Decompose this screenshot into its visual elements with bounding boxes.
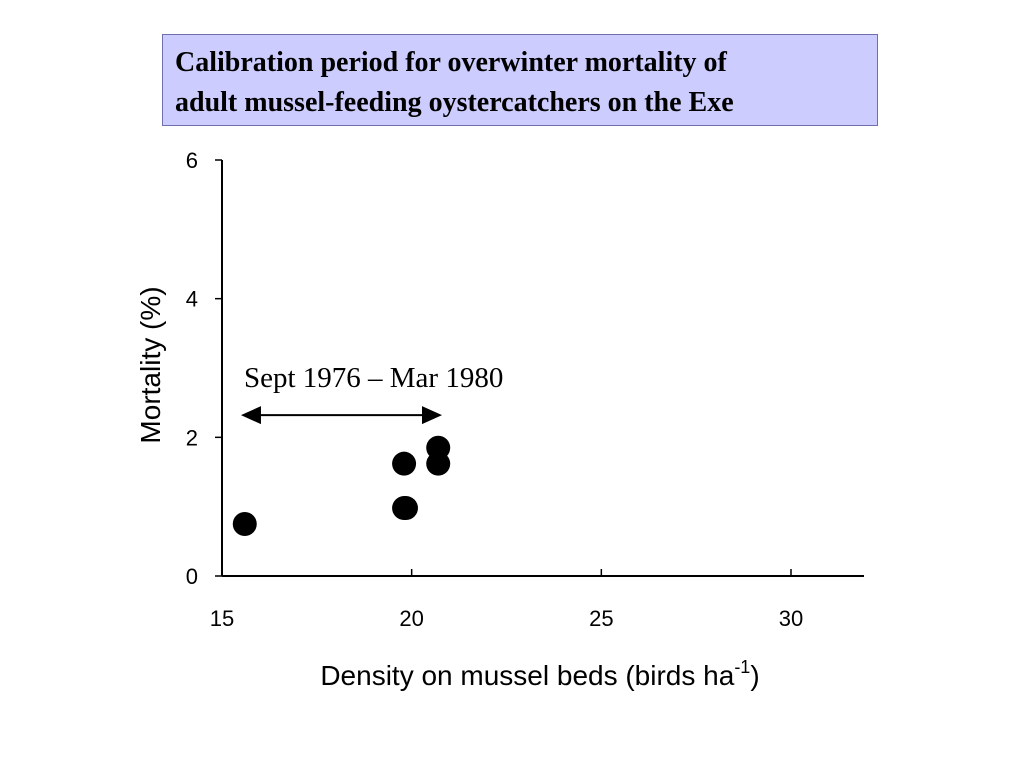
period-arrow-head-right <box>422 406 443 425</box>
y-tick-label: 0 <box>186 564 198 589</box>
period-annotation-label: Sept 1976 – Mar 1980 <box>244 362 503 394</box>
y-tick-label: 4 <box>186 287 198 312</box>
x-tick-label: 15 <box>210 606 234 631</box>
data-point <box>392 451 417 476</box>
x-axis-title-main: Density on mussel beds (birds ha <box>320 660 734 691</box>
y-tick-label: 6 <box>186 148 198 173</box>
chart-title-line-2: adult mussel-feeding oystercatchers on t… <box>175 87 734 118</box>
x-axis-title: Density on mussel beds (birds ha-1) <box>320 657 759 691</box>
chart-title-line-1: Calibration period for overwinter mortal… <box>175 47 727 78</box>
x-tick-label: 30 <box>779 606 803 631</box>
data-point <box>232 512 257 536</box>
data-points <box>232 435 451 536</box>
annotation: Sept 1976 – Mar 1980 <box>240 362 503 425</box>
data-point <box>393 496 418 521</box>
axes: 15 20 25 30 0 2 4 6 <box>186 148 864 631</box>
x-axis-title-suffix: ) <box>750 660 759 691</box>
y-tick-label: 2 <box>186 425 198 450</box>
x-axis-title-superscript: -1 <box>734 657 750 677</box>
period-arrow-head-left <box>240 406 261 425</box>
data-point <box>426 451 451 476</box>
x-tick-label: 20 <box>399 606 423 631</box>
x-tick-label: 25 <box>589 606 613 631</box>
y-axis-title: Mortality (%) <box>135 286 166 443</box>
chart-title-box: Calibration period for overwinter mortal… <box>162 34 878 126</box>
